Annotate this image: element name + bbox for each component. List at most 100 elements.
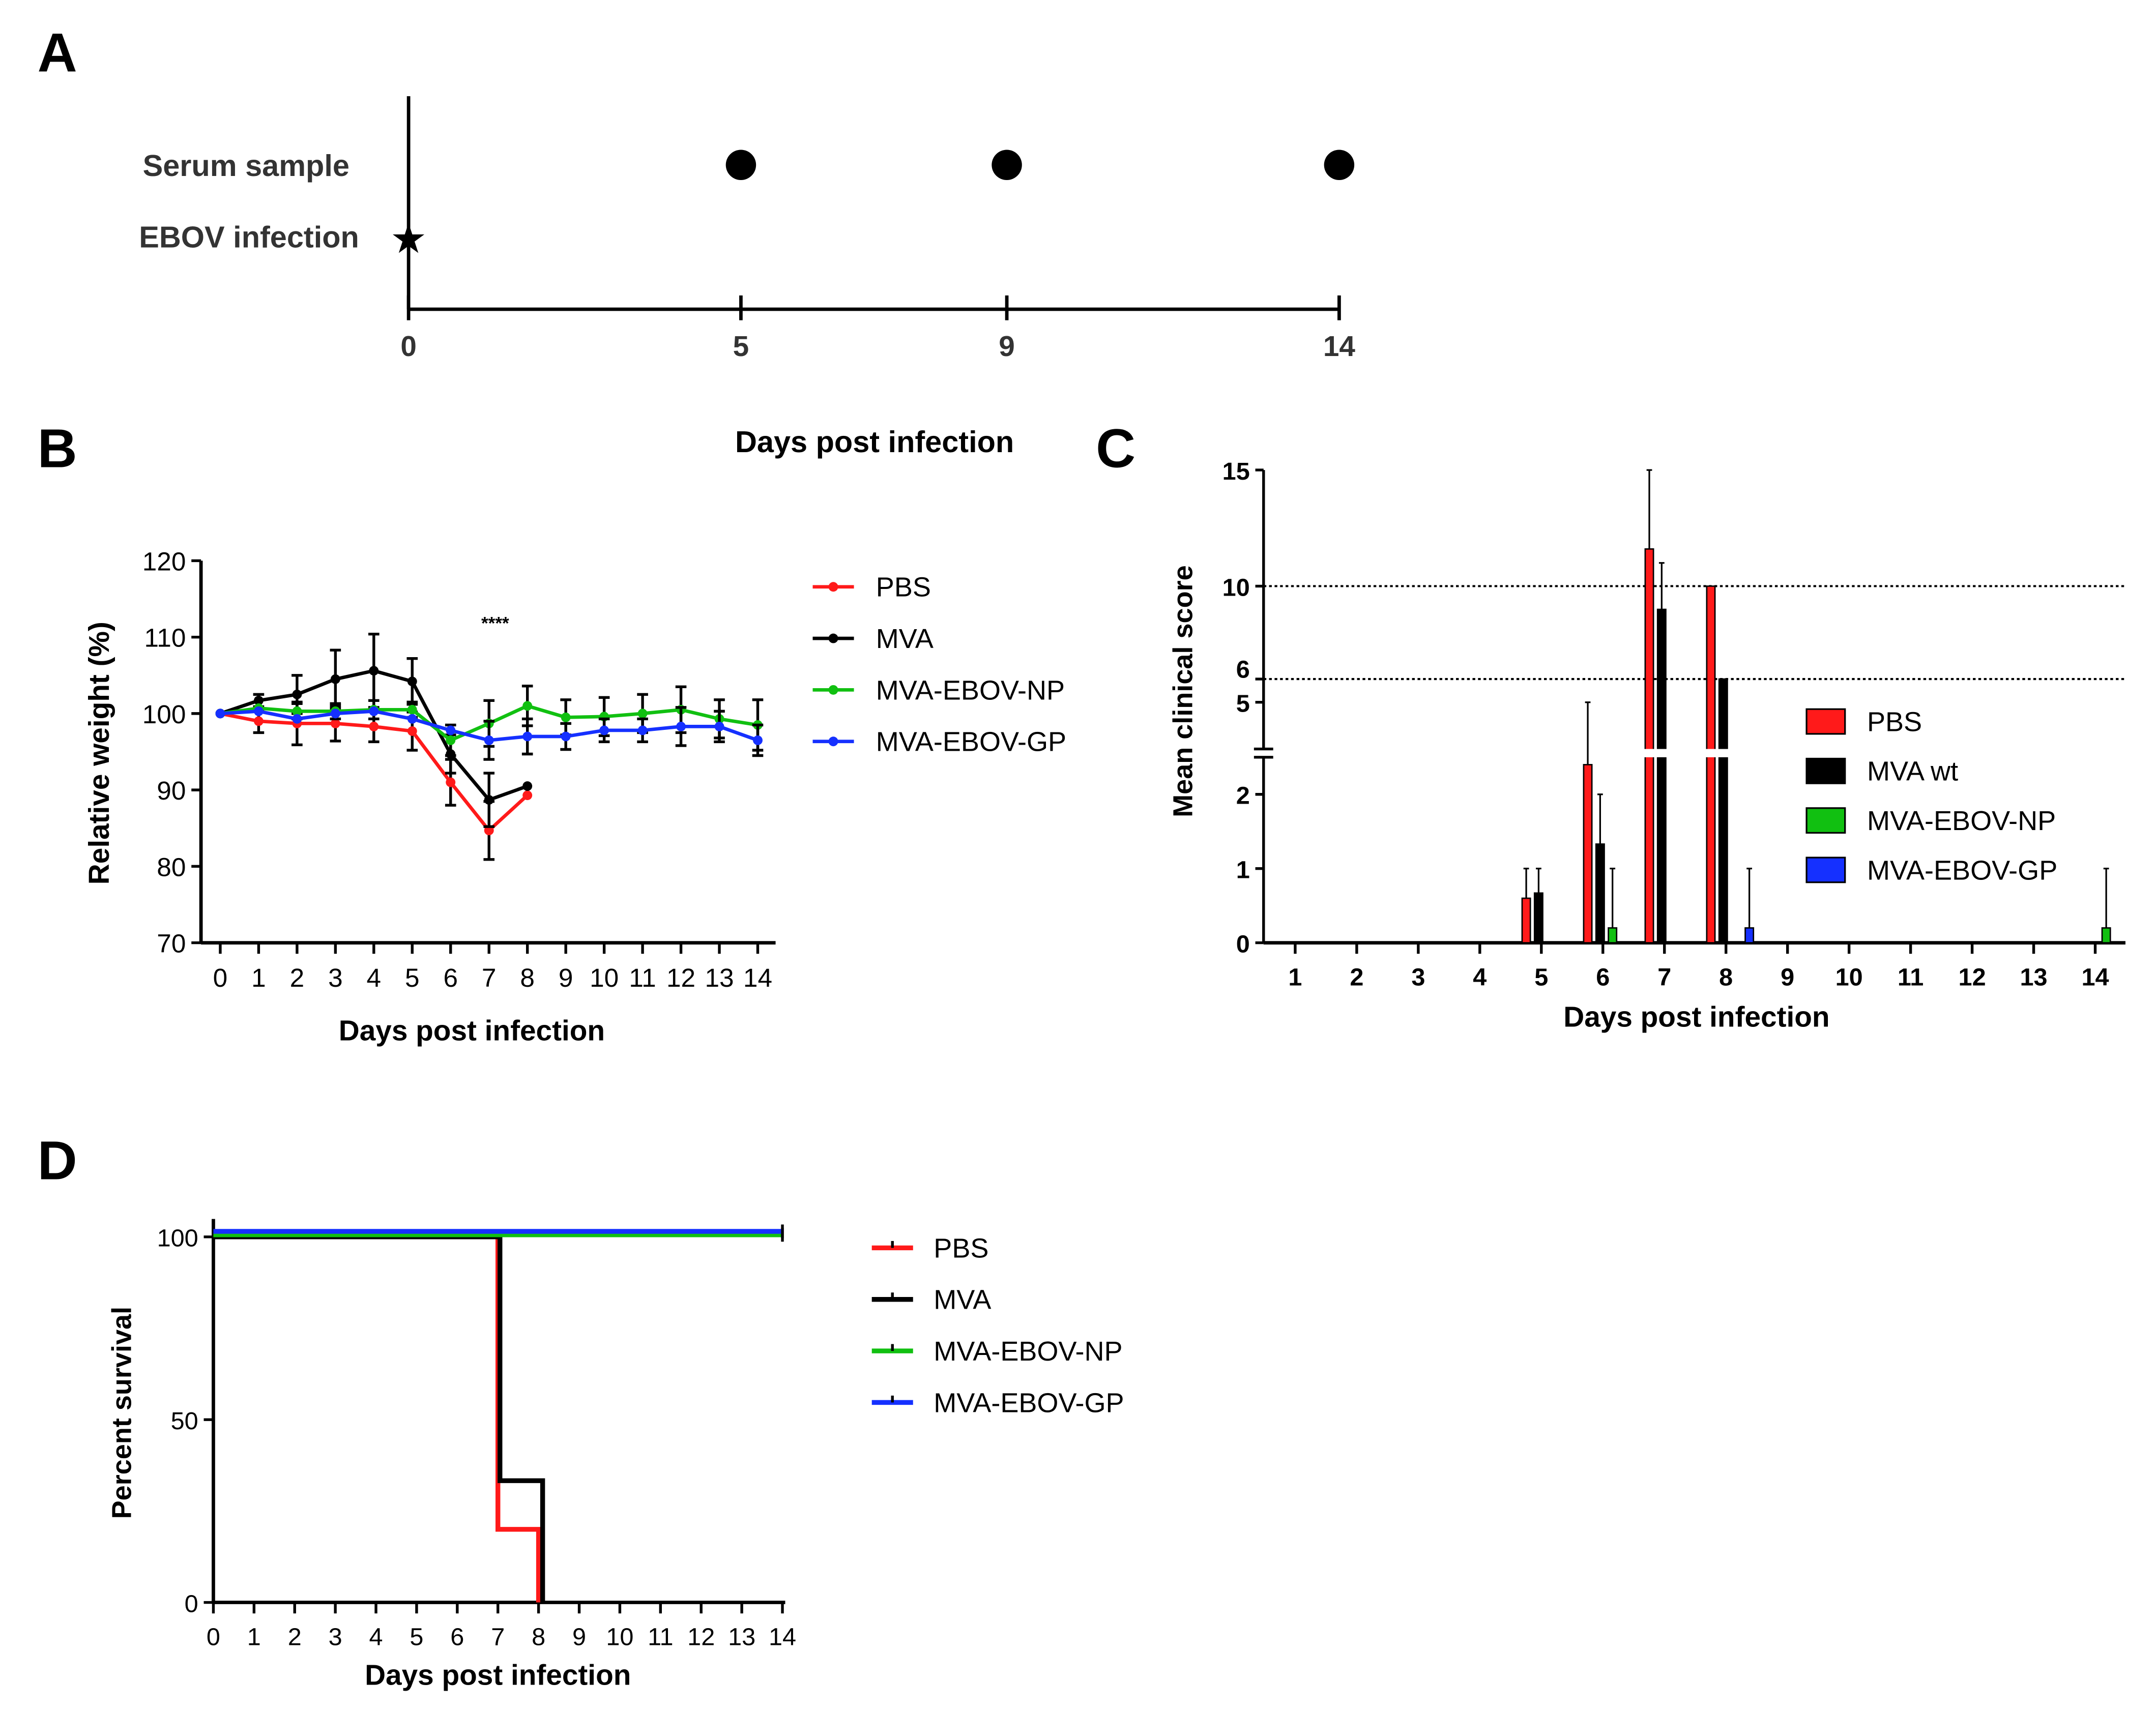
c-y-tick-label: 1	[1236, 857, 1250, 884]
b-series-pbs-point	[407, 726, 417, 736]
d-x-tick-label: 13	[728, 1623, 755, 1650]
c-bar-mva-ebov-np-error-bar	[1610, 868, 1616, 928]
c-bar-mva-ebov-gp-error-bar	[1746, 868, 1753, 928]
b-series-mva-ebov-np-point	[407, 704, 417, 715]
b-series-mva-ebov-gp-point	[292, 714, 302, 724]
legend-swatch	[1805, 757, 1846, 784]
b-x-tick-label: 2	[290, 963, 305, 992]
c-y-tick-label: 10	[1222, 574, 1250, 601]
bar-break-gap	[1644, 749, 1655, 757]
c-x-tick-label: 6	[1596, 963, 1610, 991]
d-x-axis-label: Days post infection	[365, 1660, 631, 1692]
c-bar-pbs	[1583, 764, 1593, 943]
b-series-mva-ebov-gp-point	[561, 731, 571, 742]
b-series-mva-ebov-gp-point	[714, 721, 724, 731]
c-bar-mva-ebov-np-error-bar	[2103, 868, 2109, 928]
b-series-mva-ebov-gp-point	[407, 714, 417, 724]
c-bar-mva-wt-error-bar	[1658, 562, 1665, 610]
d-series-mva-curve	[213, 1234, 545, 1603]
d-y-axis-label: Percent survival	[106, 1307, 137, 1519]
b-series-mva-ebov-gp-point	[599, 725, 609, 735]
b-y-axis-label: Relative weight (%)	[83, 622, 115, 884]
c-y-tick-label: 15	[1222, 458, 1250, 485]
b-series-mva-ebov-gp-point	[676, 721, 686, 731]
b-series-mva-ebov-np-point	[292, 706, 302, 716]
serum-sample-marker	[1324, 150, 1355, 180]
b-series-mva-point	[330, 674, 340, 684]
b-series-mva-ebov-gp-point	[369, 706, 379, 716]
b-y-tick-label: 80	[157, 852, 186, 881]
a-x-tick-label: 9	[999, 331, 1015, 363]
a-x-tick-label: 5	[733, 331, 749, 363]
b-series-mva-point	[369, 666, 379, 676]
d-y-tick-label: 50	[171, 1407, 198, 1435]
b-x-tick-label: 11	[629, 963, 656, 992]
c-bar-mva-wt-error-bar	[1535, 868, 1541, 893]
c-x-tick-label: 13	[2020, 963, 2047, 991]
c-bar-pbs-error-bar	[1646, 469, 1652, 549]
legend-label: PBS	[934, 1233, 988, 1263]
serum-sample-marker	[992, 150, 1022, 180]
c-bar-pbs-error-bar	[1523, 868, 1529, 899]
d-x-tick-label: 8	[532, 1623, 545, 1650]
b-x-tick-label: 1	[251, 963, 266, 992]
b-x-tick-label: 12	[666, 963, 695, 992]
legend-label: MVA-EBOV-GP	[876, 727, 1066, 757]
b-x-tick-label: 13	[705, 963, 734, 992]
d-x-tick-label: 10	[606, 1623, 633, 1650]
c-x-axis-label: Days post infection	[1563, 1001, 1829, 1033]
b-series-pbs-point	[484, 825, 494, 836]
infection-star-icon: ★	[390, 216, 427, 262]
bar-break-gap	[1705, 749, 1716, 757]
d-x-tick-label: 0	[207, 1623, 220, 1650]
b-series-mva-point	[407, 676, 417, 687]
c-x-tick-label: 1	[1288, 963, 1302, 991]
c-bar-pbs	[1706, 585, 1716, 943]
legend-swatch	[1805, 708, 1846, 735]
panel-label-d: D	[38, 1129, 77, 1191]
c-bar-mva-ebov-gp	[1744, 927, 1755, 943]
b-series-mva-ebov-np-point	[561, 712, 571, 722]
b-series-mva-point	[292, 689, 302, 699]
c-x-tick-label: 9	[1781, 963, 1794, 991]
d-x-tick-label: 7	[491, 1623, 505, 1650]
b-x-tick-label: 5	[405, 963, 420, 992]
legend-label: MVA-EBOV-NP	[934, 1336, 1122, 1367]
c-bar-pbs	[1644, 548, 1654, 943]
b-series-mva-ebov-np-point	[522, 701, 533, 711]
legend-label: MVA-EBOV-NP	[876, 675, 1065, 705]
b-series-mva-ebov-gp-point	[215, 709, 225, 719]
c-bar-mva-wt-error-bar	[1597, 793, 1603, 844]
c-x-tick-label: 3	[1411, 963, 1425, 991]
legend-label: MVA	[934, 1285, 991, 1315]
row-label-infection: EBOV infection	[139, 220, 359, 254]
c-x-tick-label: 11	[1898, 963, 1924, 991]
b-y-tick-label: 100	[142, 700, 186, 729]
c-x-tick-label: 10	[1835, 963, 1863, 991]
b-series-mva-ebov-np-point	[446, 735, 456, 745]
b-y-tick-label: 70	[157, 929, 186, 958]
d-x-tick-label: 6	[450, 1623, 464, 1650]
c-x-tick-label: 5	[1534, 963, 1548, 991]
a-x-tick-label: 0	[400, 331, 417, 363]
c-bar-mva-wt	[1595, 843, 1605, 943]
legend-label: MVA-EBOV-NP	[1867, 806, 2056, 836]
legend-marker	[828, 582, 838, 592]
a-x-tick-label: 14	[1323, 331, 1356, 363]
legend-swatch	[1805, 857, 1846, 883]
b-series-mva-ebov-gp-point	[253, 706, 264, 716]
b-series-pbs-point	[330, 718, 340, 728]
legend-swatch	[1805, 807, 1846, 834]
c-x-tick-label: 7	[1657, 963, 1671, 991]
d-x-tick-label: 1	[247, 1623, 261, 1650]
d-y-tick-label: 100	[157, 1225, 198, 1252]
c-y-axis-label: Mean clinical score	[1168, 565, 1198, 817]
d-x-tick-label: 9	[572, 1623, 586, 1650]
b-x-tick-label: 7	[482, 963, 497, 992]
c-x-tick-label: 8	[1719, 963, 1733, 991]
b-series-mva-point	[522, 781, 533, 791]
b-x-tick-label: 0	[213, 963, 228, 992]
serum-sample-marker	[725, 150, 756, 180]
significance-annotation: ****	[481, 614, 509, 634]
c-bar-mva-wt	[1718, 678, 1728, 943]
